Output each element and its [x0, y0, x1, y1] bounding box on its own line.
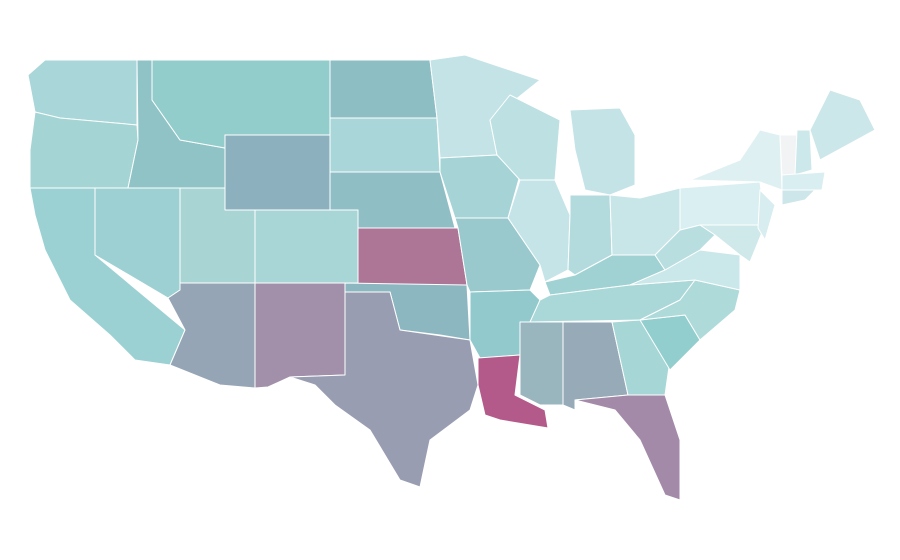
state — [519, 321, 564, 406]
state — [224, 134, 331, 211]
state — [689, 129, 783, 191]
state — [574, 394, 681, 501]
state — [29, 111, 139, 189]
state — [794, 129, 813, 176]
state — [254, 282, 346, 389]
state — [329, 117, 441, 173]
state — [569, 107, 636, 196]
state — [679, 181, 766, 231]
state — [254, 209, 359, 284]
state — [507, 179, 571, 283]
state — [611, 319, 671, 396]
state — [477, 354, 549, 429]
state — [699, 224, 766, 263]
state — [757, 189, 776, 241]
state — [639, 279, 741, 341]
state — [289, 291, 479, 488]
state — [781, 171, 826, 191]
state — [357, 227, 468, 286]
state — [779, 134, 798, 176]
state — [781, 189, 816, 206]
state — [809, 89, 876, 161]
state — [329, 59, 438, 119]
